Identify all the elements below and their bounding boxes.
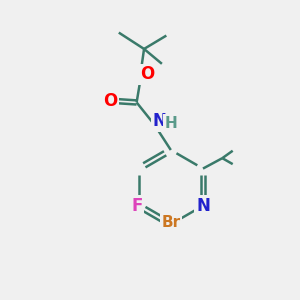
Text: H: H: [164, 116, 177, 131]
Text: O: O: [140, 65, 154, 83]
Text: N: N: [153, 112, 167, 130]
Text: Br: Br: [161, 215, 180, 230]
Text: F: F: [131, 197, 143, 215]
Text: N: N: [196, 197, 210, 215]
Text: O: O: [103, 92, 117, 110]
